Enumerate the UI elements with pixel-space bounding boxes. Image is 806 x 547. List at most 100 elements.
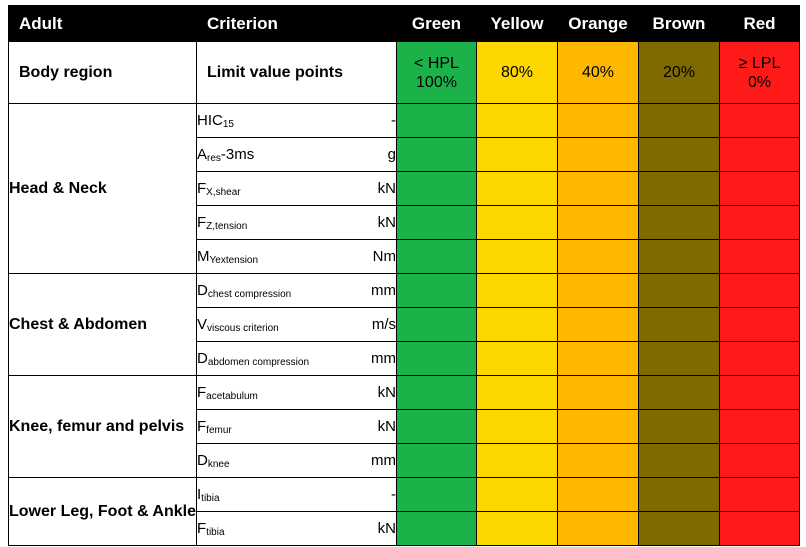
band-cell-green [396, 103, 477, 138]
band-cell-brown [638, 409, 720, 444]
band-cell-green [396, 477, 477, 512]
band-cell-yellow [476, 205, 558, 240]
criterion-row: Knee, femur and pelvis Facetabulum kN [8, 375, 800, 478]
band-cell-yellow [476, 103, 558, 138]
criterion-unit: kN [346, 409, 397, 444]
band-cell-red [719, 137, 800, 172]
criterion-row: Dabdomen compression mm [9, 341, 800, 376]
band-cell-brown [638, 239, 720, 274]
criterion-unit: mm [346, 443, 397, 478]
band-cell-yellow [476, 239, 558, 274]
region-name: Knee, femur and pelvis [8, 375, 197, 478]
criterion-name: Dchest compression [196, 273, 347, 308]
band-cell-red [719, 171, 800, 206]
band-cell-orange [557, 103, 639, 138]
criterion-name: Ffemur [196, 409, 347, 444]
header-red: Red [719, 5, 800, 42]
criterion-row: Ffemur kN [9, 409, 800, 444]
band-cell-orange [557, 409, 639, 444]
criterion-name: MYextension [196, 239, 347, 274]
criterion-row: Vviscous criterion m/s [9, 307, 800, 342]
band-cell-green [396, 171, 477, 206]
band-cell-yellow [476, 511, 558, 546]
header-brown: Brown [638, 5, 720, 42]
limit-orange: 40% [557, 41, 639, 104]
criterion-symbol: F [197, 417, 207, 435]
band-cell-brown [638, 341, 720, 376]
criterion-suffix: -3ms [220, 145, 255, 163]
criterion-subscript: Z,tension [206, 220, 248, 232]
header-yellow: Yellow [476, 5, 558, 42]
band-cell-green [396, 511, 477, 546]
criterion-unit: - [346, 477, 397, 512]
limit-brown: 20% [638, 41, 720, 104]
criterion-symbol: M [197, 247, 210, 265]
band-cell-brown [638, 171, 720, 206]
criterion-subscript: X,shear [206, 186, 241, 198]
limit-red: ≥ LPL 0% [719, 41, 800, 104]
band-cell-red [719, 205, 800, 240]
limit-green-line1: < HPL [414, 54, 459, 72]
rating-table: Adult Criterion Green Yellow Orange Brow… [8, 5, 800, 546]
criterion-name: Facetabulum [196, 375, 347, 410]
band-cell-orange [557, 443, 639, 478]
band-cell-green [396, 205, 477, 240]
limit-red-line1: ≥ LPL [738, 54, 781, 72]
criterion-subscript: abdomen compression [207, 356, 310, 368]
band-cell-orange [557, 511, 639, 546]
band-cell-yellow [476, 477, 558, 512]
criterion-name: FZ,tension [196, 205, 347, 240]
criterion-symbol: F [197, 213, 207, 231]
band-cell-green [396, 137, 477, 172]
criterion-unit: kN [346, 171, 397, 206]
band-cell-red [719, 239, 800, 274]
criterion-symbol: D [197, 349, 208, 367]
criterion-subscript: Yextension [209, 254, 259, 266]
band-cell-red [719, 341, 800, 376]
band-cell-orange [557, 205, 639, 240]
band-cell-red [719, 273, 800, 308]
criterion-subscript: tibia [206, 526, 225, 538]
band-cell-brown [638, 511, 720, 546]
band-cell-yellow [476, 273, 558, 308]
limit-red-line2: 0% [747, 73, 772, 91]
criterion-unit: kN [346, 375, 397, 410]
criterion-symbol: A [197, 145, 208, 163]
region-name: Lower Leg, Foot & Ankle [8, 477, 197, 546]
band-cell-yellow [476, 341, 558, 376]
band-cell-orange [557, 239, 639, 274]
criterion-subscript: viscous criterion [207, 322, 279, 334]
header-adult: Adult [8, 5, 197, 42]
band-cell-red [719, 103, 800, 138]
criterion-name: Ares-3ms [196, 137, 347, 172]
criterion-symbol: D [197, 281, 208, 299]
band-cell-yellow [476, 443, 558, 478]
header-criterion: Criterion [196, 5, 397, 42]
band-cell-red [719, 375, 800, 410]
criterion-symbol: F [197, 519, 207, 537]
band-cell-orange [557, 307, 639, 342]
criterion-subscript: 15 [222, 118, 234, 130]
band-cell-brown [638, 307, 720, 342]
criterion-symbol: F [197, 383, 207, 401]
band-cell-yellow [476, 409, 558, 444]
band-cell-green [396, 443, 477, 478]
band-cell-orange [557, 171, 639, 206]
criterion-row: Chest & Abdomen Dchest compression mm [8, 273, 800, 376]
region-name: Chest & Abdomen [8, 273, 197, 376]
band-cell-yellow [476, 171, 558, 206]
band-cell-red [719, 511, 800, 546]
criterion-name: Ftibia [196, 511, 347, 546]
criterion-subscript: acetabulum [206, 390, 258, 402]
criterion-row: Ftibia kN [9, 511, 800, 546]
criterion-unit: mm [346, 273, 397, 308]
criterion-name: Dabdomen compression [196, 341, 347, 376]
band-cell-orange [557, 273, 639, 308]
header-green: Green [396, 5, 477, 42]
criterion-symbol: V [197, 315, 208, 333]
band-cell-orange [557, 375, 639, 410]
criterion-subscript: knee [207, 458, 230, 470]
band-cell-yellow [476, 375, 558, 410]
criterion-unit: Nm [346, 239, 397, 274]
limit-green: < HPL 100% [396, 41, 477, 104]
